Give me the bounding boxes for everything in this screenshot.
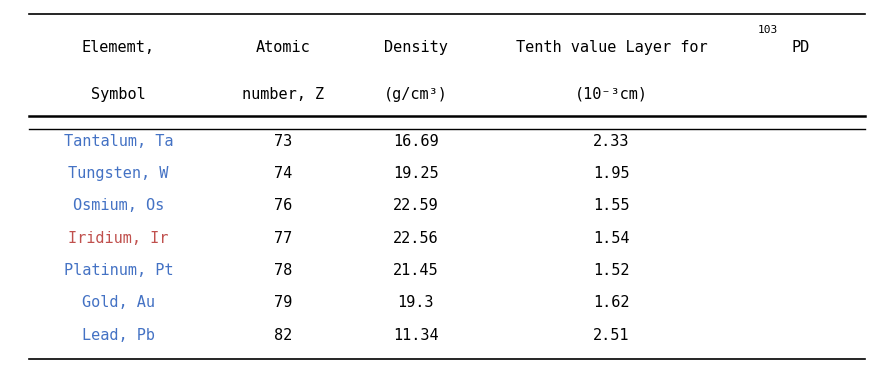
Text: 16.69: 16.69 <box>393 134 439 149</box>
Text: 74: 74 <box>274 166 291 181</box>
Text: 78: 78 <box>274 263 291 278</box>
Text: Tenth value Layer for: Tenth value Layer for <box>516 40 707 55</box>
Text: Density: Density <box>384 40 448 55</box>
Text: 82: 82 <box>274 328 291 343</box>
Text: 1.62: 1.62 <box>593 295 629 310</box>
Text: Symbol: Symbol <box>91 87 146 102</box>
Text: 1.55: 1.55 <box>593 198 629 214</box>
Text: 1.52: 1.52 <box>593 263 629 278</box>
Text: (g/cm³): (g/cm³) <box>384 87 448 102</box>
Text: 1.95: 1.95 <box>593 166 629 181</box>
Text: 2.51: 2.51 <box>593 328 629 343</box>
Text: Lead, Pb: Lead, Pb <box>81 328 155 343</box>
Text: 79: 79 <box>274 295 291 310</box>
Text: Platinum, Pt: Platinum, Pt <box>63 263 173 278</box>
Text: Iridium, Ir: Iridium, Ir <box>68 231 168 246</box>
Text: 22.59: 22.59 <box>393 198 439 214</box>
Text: 1.54: 1.54 <box>593 231 629 246</box>
Text: Osmium, Os: Osmium, Os <box>72 198 164 214</box>
Text: Tantalum, Ta: Tantalum, Ta <box>63 134 173 149</box>
Text: Elememt,: Elememt, <box>81 40 155 55</box>
Text: 103: 103 <box>758 26 778 35</box>
Text: PD: PD <box>792 40 810 55</box>
Text: (10⁻³cm): (10⁻³cm) <box>575 87 648 102</box>
Text: 21.45: 21.45 <box>393 263 439 278</box>
Text: 77: 77 <box>274 231 291 246</box>
Text: 11.34: 11.34 <box>393 328 439 343</box>
Text: Tungsten, W: Tungsten, W <box>68 166 168 181</box>
Text: Atomic: Atomic <box>256 40 310 55</box>
Text: 19.25: 19.25 <box>393 166 439 181</box>
Text: 19.3: 19.3 <box>398 295 434 310</box>
Text: 2.33: 2.33 <box>593 134 629 149</box>
Text: Gold, Au: Gold, Au <box>81 295 155 310</box>
Text: 22.56: 22.56 <box>393 231 439 246</box>
Text: 73: 73 <box>274 134 291 149</box>
Text: number, Z: number, Z <box>241 87 324 102</box>
Text: 76: 76 <box>274 198 291 214</box>
